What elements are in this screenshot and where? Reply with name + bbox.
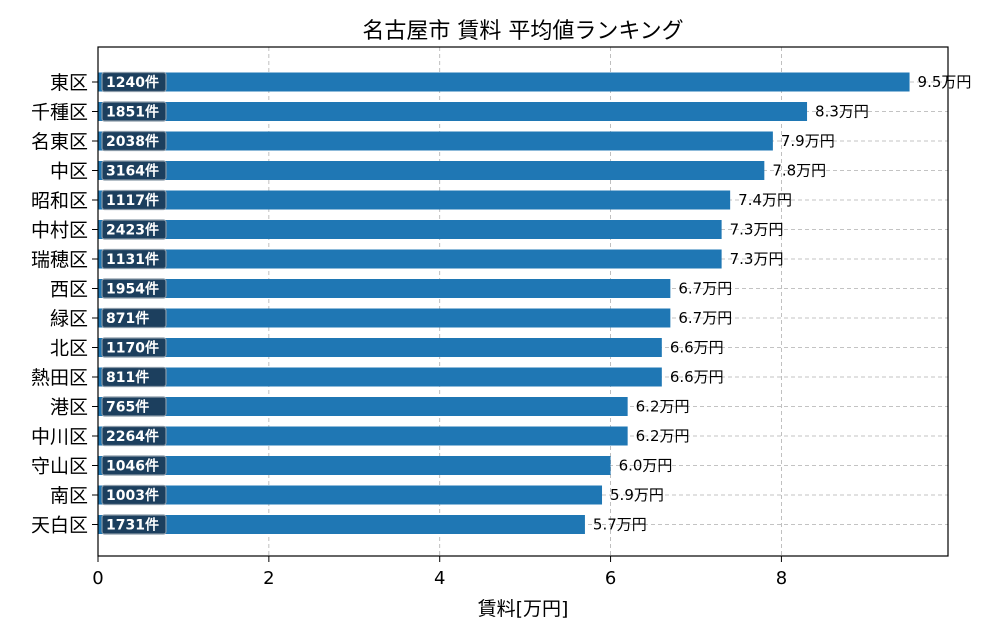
category-label: 瑞穂区 <box>31 249 88 271</box>
value-label: 5.9万円 <box>610 486 664 504</box>
count-label: 1117件 <box>106 192 159 209</box>
count-badge <box>101 130 167 152</box>
category-label: 中村区 <box>31 220 88 242</box>
value-label: 6.2万円 <box>636 427 690 445</box>
count-badge <box>101 425 167 447</box>
plot-frame <box>97 46 949 557</box>
count-label: 1003件 <box>106 487 159 504</box>
value-label: 5.7万円 <box>593 516 647 534</box>
bar <box>98 161 765 180</box>
count-label: 765件 <box>106 399 149 416</box>
bar <box>98 279 671 298</box>
grid <box>97 47 948 556</box>
category-label: 天白区 <box>31 515 88 537</box>
value-label: 7.3万円 <box>730 250 784 268</box>
count-label: 1851件 <box>106 104 159 121</box>
value-label: 6.6万円 <box>670 339 724 357</box>
category-label: 中川区 <box>31 426 88 448</box>
category-label: 北区 <box>50 338 88 360</box>
count-label: 2423件 <box>106 222 159 239</box>
count-label: 1954件 <box>106 281 159 298</box>
count-label: 811件 <box>106 369 149 386</box>
x-tick-label: 6 <box>605 568 616 589</box>
bar <box>98 131 773 151</box>
count-badge <box>101 484 167 506</box>
x-axis-label: 賃料[万円] <box>478 598 569 620</box>
category-label: 守山区 <box>31 456 88 478</box>
value-label: 6.7万円 <box>678 280 732 298</box>
category-label: 港区 <box>50 397 88 419</box>
count-badge <box>101 219 167 240</box>
value-label: 9.5万円 <box>918 73 972 91</box>
value-label: 6.2万円 <box>636 398 690 416</box>
value-label: 6.7万円 <box>678 309 732 327</box>
x-tick-label: 8 <box>776 568 787 589</box>
count-badge <box>101 396 167 417</box>
bar <box>98 338 662 357</box>
count-badge <box>101 189 167 211</box>
x-tick-label: 4 <box>434 568 445 589</box>
count-badge <box>101 160 167 181</box>
value-label: 7.9万円 <box>781 132 835 150</box>
bar <box>98 456 611 475</box>
value-label: 7.4万円 <box>738 191 792 209</box>
count-badge <box>101 514 167 535</box>
bar <box>98 72 910 92</box>
count-label: 1240件 <box>106 74 159 91</box>
bar <box>98 426 628 446</box>
count-label: 1131件 <box>106 251 159 268</box>
count-badge <box>101 101 167 122</box>
count-label: 3164件 <box>106 163 159 180</box>
value-label: 7.3万円 <box>730 221 784 239</box>
category-label: 千種区 <box>31 102 88 124</box>
bar <box>98 515 585 534</box>
category-label: 名東区 <box>31 131 88 153</box>
count-label: 2038件 <box>106 133 159 150</box>
count-badge <box>101 337 167 358</box>
bar <box>98 367 662 387</box>
chart-title: 名古屋市 賃料 平均値ランキング <box>362 19 683 44</box>
value-label: 8.3万円 <box>815 103 869 121</box>
value-label: 7.8万円 <box>772 162 826 180</box>
count-badge <box>101 278 167 299</box>
x-tick-label: 0 <box>92 568 103 589</box>
count-badge <box>101 71 167 93</box>
category-label: 昭和区 <box>31 190 88 212</box>
category-label: 東区 <box>50 72 88 94</box>
x-tick-label: 2 <box>263 568 274 589</box>
category-label: 中区 <box>50 161 88 183</box>
count-label: 2264件 <box>106 428 159 445</box>
category-label: 熱田区 <box>31 367 88 389</box>
bar <box>98 249 722 269</box>
bar <box>98 308 671 328</box>
bar <box>98 102 808 121</box>
axes: 0 2 4 6 8 東区千種区名東区中区昭和区中村区瑞穂区西区緑区北区熱田区港区中川区守山… <box>31 72 787 589</box>
count-badge <box>101 366 167 388</box>
count-label: 1170件 <box>106 340 159 357</box>
value-label: 6.6万円 <box>670 368 724 386</box>
count-label: 1046件 <box>106 458 159 475</box>
category-label: 西区 <box>50 279 88 301</box>
count-label: 871件 <box>106 310 149 327</box>
bars: 1240件 9.5万円 1851件 8.3万円 2038件 7.9万円 3164件 7.8万円… <box>98 71 972 535</box>
bar <box>98 220 722 239</box>
bar <box>98 397 628 416</box>
category-label: 緑区 <box>50 308 88 330</box>
bar <box>98 485 603 505</box>
count-badge <box>101 307 167 329</box>
value-label: 6.0万円 <box>619 457 673 475</box>
count-badge <box>101 248 167 270</box>
category-label: 南区 <box>50 485 88 507</box>
count-badge <box>101 455 167 476</box>
count-label: 1731件 <box>106 517 159 534</box>
bar <box>98 190 731 210</box>
